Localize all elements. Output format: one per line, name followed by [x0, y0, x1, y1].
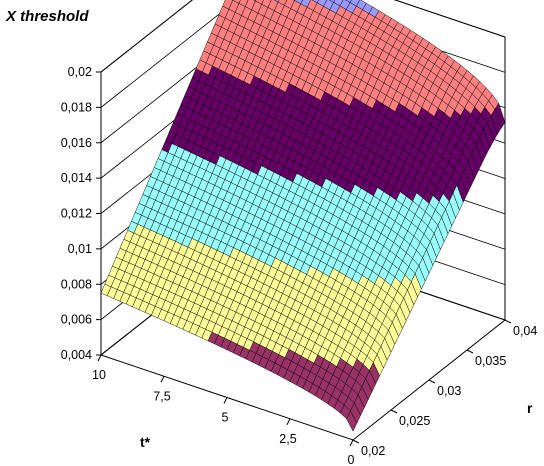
t-tick-label: 7,5 [153, 389, 170, 403]
r-tick-label: 0,025 [399, 414, 430, 428]
z-tick-label: 0,018 [61, 100, 92, 114]
r-tick-mark [352, 439, 360, 444]
t-tick-label: 0 [348, 453, 355, 466]
z-tick-label: 0,004 [61, 348, 92, 362]
z-tick-label: 0,01 [68, 242, 92, 256]
surface-mesh [100, 0, 506, 432]
r-axis-label: r [527, 400, 533, 416]
chart-title: X threshold [5, 8, 89, 25]
z-tick-label: 0,008 [61, 277, 92, 291]
z-gridline [100, 0, 506, 73]
tick-labels: 0,02 0,018 0,016 0,014 0,012 0,01 0,008 0,006 0,… [61, 65, 538, 466]
t-tick-mark [286, 418, 291, 425]
z-tick-label: 0,014 [61, 171, 92, 185]
r-tick-mark [390, 409, 398, 414]
r-tick-label: 0,02 [361, 444, 385, 458]
t-axis-label: t* [140, 434, 151, 450]
r-tick-mark [504, 319, 512, 324]
t-tick-label: 5 [222, 411, 229, 425]
z-tick-label: 0,02 [68, 65, 92, 79]
t-tick-label: 2,5 [279, 432, 296, 446]
r-tick-label: 0,035 [475, 354, 506, 368]
r-tick-mark [466, 349, 474, 354]
t-tick-mark [223, 397, 228, 404]
z-tick-label: 0,012 [61, 207, 92, 221]
r-tick-label: 0,03 [437, 384, 461, 398]
surface-cell [346, 410, 358, 432]
r-tick-label: 0,04 [513, 324, 537, 338]
z-tick-label: 0,006 [61, 313, 92, 327]
r-tick-mark [428, 379, 436, 384]
t-tick-label: 10 [92, 368, 106, 382]
z-tick-label: 0,016 [61, 136, 92, 150]
t-tick-mark [349, 439, 354, 447]
t-tick-mark [97, 354, 102, 362]
t-tick-mark [160, 376, 165, 383]
